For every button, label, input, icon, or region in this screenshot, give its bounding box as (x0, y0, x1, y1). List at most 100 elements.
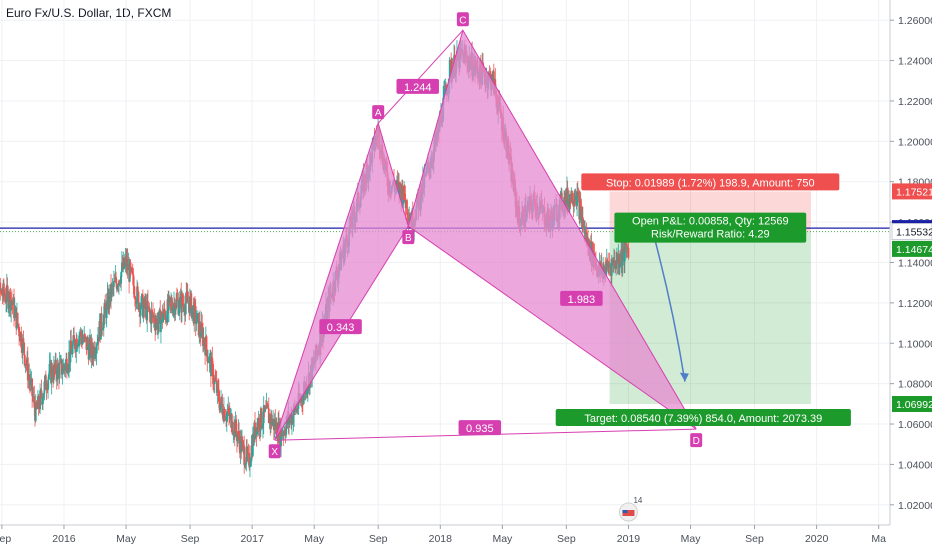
candle-body (619, 261, 622, 265)
candle-body (258, 418, 261, 431)
candle-body (280, 429, 282, 447)
candle-body (6, 285, 9, 291)
x-tick-label: 2017 (240, 533, 264, 545)
candle-body (606, 259, 609, 263)
candle-body (103, 302, 106, 315)
pattern-point-x: X (271, 447, 278, 458)
candle-body (605, 259, 608, 270)
candle-body (621, 251, 624, 266)
candle-body (100, 313, 103, 330)
candle-body (95, 345, 98, 354)
candle-body (28, 375, 31, 381)
x-tick-label: Sep (181, 533, 200, 545)
pattern-point-d: D (693, 436, 700, 447)
candle-body (221, 404, 224, 416)
candle-body (196, 313, 199, 322)
x-tick-label: Sep (745, 533, 764, 545)
candle-body (118, 280, 121, 284)
candle-body (195, 321, 198, 325)
price-tag: 1.17521 (896, 186, 932, 198)
candle-body (162, 316, 165, 323)
candle-body (190, 293, 193, 317)
candle-body (285, 424, 288, 436)
pattern-point-b-box (402, 230, 415, 245)
pattern-point-c: C (459, 15, 466, 26)
candle-body (577, 192, 580, 197)
candle-body (219, 404, 222, 411)
candle-body (173, 302, 176, 315)
candle-body (260, 408, 263, 427)
y-tick-label: 1.14000 (898, 258, 932, 270)
candle-body (91, 342, 94, 356)
candle-body (88, 344, 91, 360)
candle-body (229, 414, 232, 420)
candle-body (266, 403, 269, 407)
stop-label: Stop: 0.01989 (1.72%) 198.9, Amount: 750 (606, 177, 815, 189)
candle-body (148, 306, 151, 312)
candle-body (117, 285, 120, 287)
bcd-triangle (407, 29, 697, 430)
candle-body (232, 433, 235, 435)
candle-body (610, 260, 613, 276)
candle-body (205, 336, 208, 350)
projection-arrow-head (679, 372, 689, 382)
candle-body (146, 301, 149, 321)
candle-body (169, 297, 172, 303)
candle-body (16, 313, 19, 325)
candle-body (123, 261, 126, 267)
candle-body (445, 84, 447, 90)
candle-body (62, 365, 65, 372)
chart-title: Euro Fx/U.S. Dollar, 1D, FXCM (6, 6, 172, 20)
ac-line (377, 29, 464, 124)
open-pnl-box (614, 212, 807, 243)
candle-body (230, 414, 233, 433)
risk-reward-label: Risk/Reward Ratio: 4.29 (651, 229, 770, 241)
candle-body (116, 285, 119, 290)
candle-body (186, 292, 188, 296)
candle-body (3, 283, 5, 295)
price-tag: 1.06992 (896, 399, 932, 411)
y-tick-label: 1.26000 (898, 15, 932, 27)
candle-body (181, 295, 184, 304)
candle-body (615, 260, 618, 270)
candle-body (113, 280, 116, 282)
candle-body (449, 60, 452, 63)
candle-body (618, 264, 621, 267)
candle-body (288, 419, 291, 424)
candle-body (63, 365, 65, 369)
candle-body (136, 286, 139, 293)
candle-body (4, 296, 7, 303)
candle-body (140, 296, 143, 308)
candle-body (249, 461, 252, 466)
candle-body (153, 316, 156, 325)
flag-canton-icon (622, 510, 628, 513)
candle-body (10, 300, 13, 311)
candle-body (20, 332, 23, 348)
candle-body (270, 414, 273, 426)
candle-body (83, 334, 86, 341)
candle-body (271, 422, 274, 426)
candle-body (151, 311, 154, 313)
candle-body (248, 453, 251, 468)
x-tick-label: May (681, 533, 702, 545)
candle-body (238, 430, 241, 441)
x-tick-label: Sep (557, 533, 576, 545)
x-tick-label: 2019 (617, 533, 641, 545)
y-tick-label: 1.24000 (898, 56, 932, 68)
news-badge[interactable]: 14 (618, 496, 643, 522)
harmonic-pattern[interactable]: X A B C D 1.244 0.343 1.983 0.935 (268, 12, 703, 459)
candle-body (142, 305, 145, 318)
x-tick-label: Sep (369, 533, 388, 545)
candle-body (401, 185, 404, 204)
price-tag-box (892, 396, 932, 413)
candle-body (574, 199, 576, 201)
candle-body (35, 402, 38, 408)
candle-body (182, 303, 185, 305)
candle-body (296, 408, 299, 411)
candle-body (491, 73, 494, 85)
candle-body (52, 364, 55, 381)
candle-body (288, 413, 290, 424)
candle-body (152, 312, 154, 318)
